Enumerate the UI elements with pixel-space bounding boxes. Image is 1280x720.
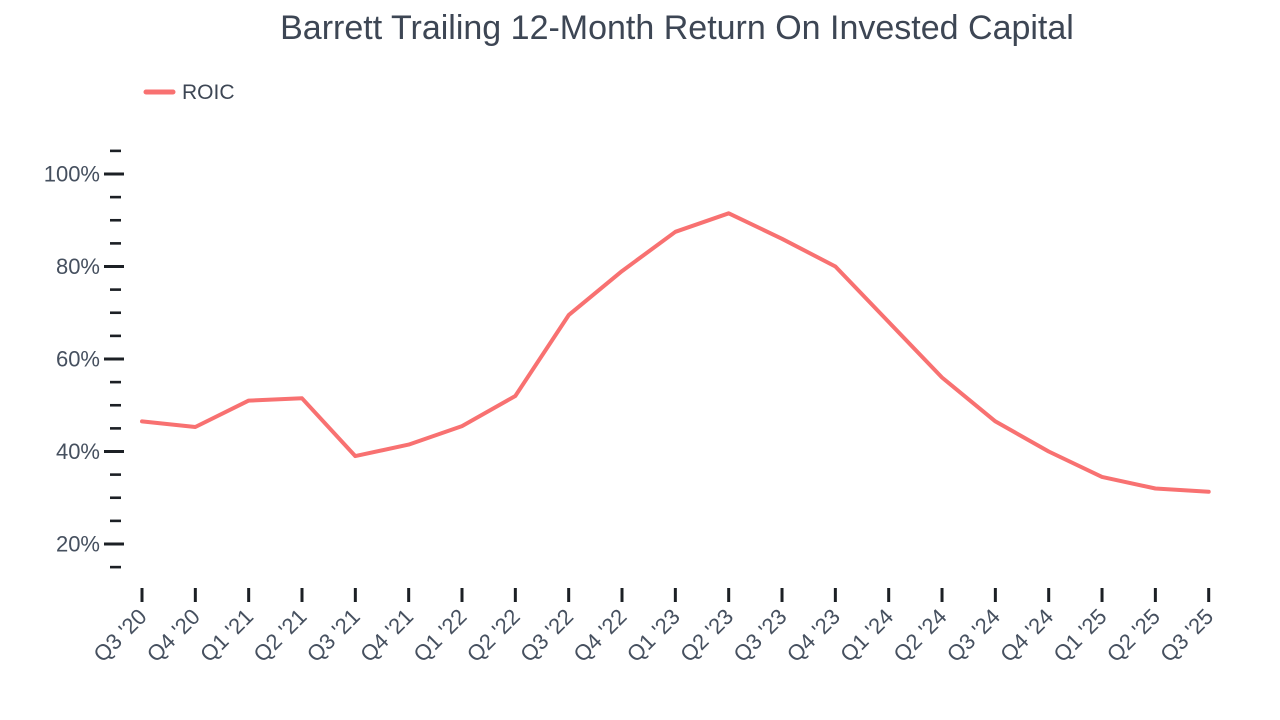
legend: ROIC bbox=[143, 81, 235, 104]
x-axis-label: Q2 '25 bbox=[1102, 604, 1165, 667]
x-axis-label: Q3 '21 bbox=[302, 604, 365, 667]
x-axis-label: Q4 '22 bbox=[569, 604, 632, 667]
x-axis-label: Q1 '25 bbox=[1049, 604, 1112, 667]
x-axis-label: Q1 '21 bbox=[195, 604, 258, 667]
x-axis-label: Q3 '23 bbox=[729, 604, 792, 667]
x-axis-label: Q2 '21 bbox=[249, 604, 312, 667]
x-axis-label: Q4 '23 bbox=[782, 604, 845, 667]
y-axis-label: 20% bbox=[56, 532, 100, 557]
x-axis-label: Q1 '23 bbox=[622, 604, 685, 667]
x-axis-label: Q3 '20 bbox=[89, 604, 152, 667]
legend-label: ROIC bbox=[182, 81, 235, 104]
x-axis-label: Q2 '23 bbox=[675, 604, 738, 667]
y-axis-label: 100% bbox=[44, 162, 100, 187]
x-axis-label: Q1 '24 bbox=[835, 604, 898, 667]
y-axis-label: 40% bbox=[56, 439, 100, 464]
x-axis-label: Q3 '25 bbox=[1155, 604, 1218, 667]
x-axis-label: Q3 '24 bbox=[942, 604, 1005, 667]
x-axis-label: Q2 '22 bbox=[462, 604, 525, 667]
x-axis-label: Q4 '20 bbox=[142, 604, 205, 667]
chart-title: Barrett Trailing 12-Month Return On Inve… bbox=[280, 9, 1074, 47]
x-axis-label: Q4 '21 bbox=[355, 604, 418, 667]
y-axis-label: 80% bbox=[56, 254, 100, 279]
y-axis: 100% 80% 60% 40% 20% bbox=[44, 149, 124, 569]
x-axis-label: Q1 '22 bbox=[409, 604, 472, 667]
x-axis-label: Q3 '22 bbox=[515, 604, 578, 667]
roic-line bbox=[140, 211, 1211, 494]
x-axis-label: Q4 '24 bbox=[995, 604, 1058, 667]
x-axis-label: Q2 '24 bbox=[889, 604, 952, 667]
y-axis-label: 60% bbox=[56, 347, 100, 372]
